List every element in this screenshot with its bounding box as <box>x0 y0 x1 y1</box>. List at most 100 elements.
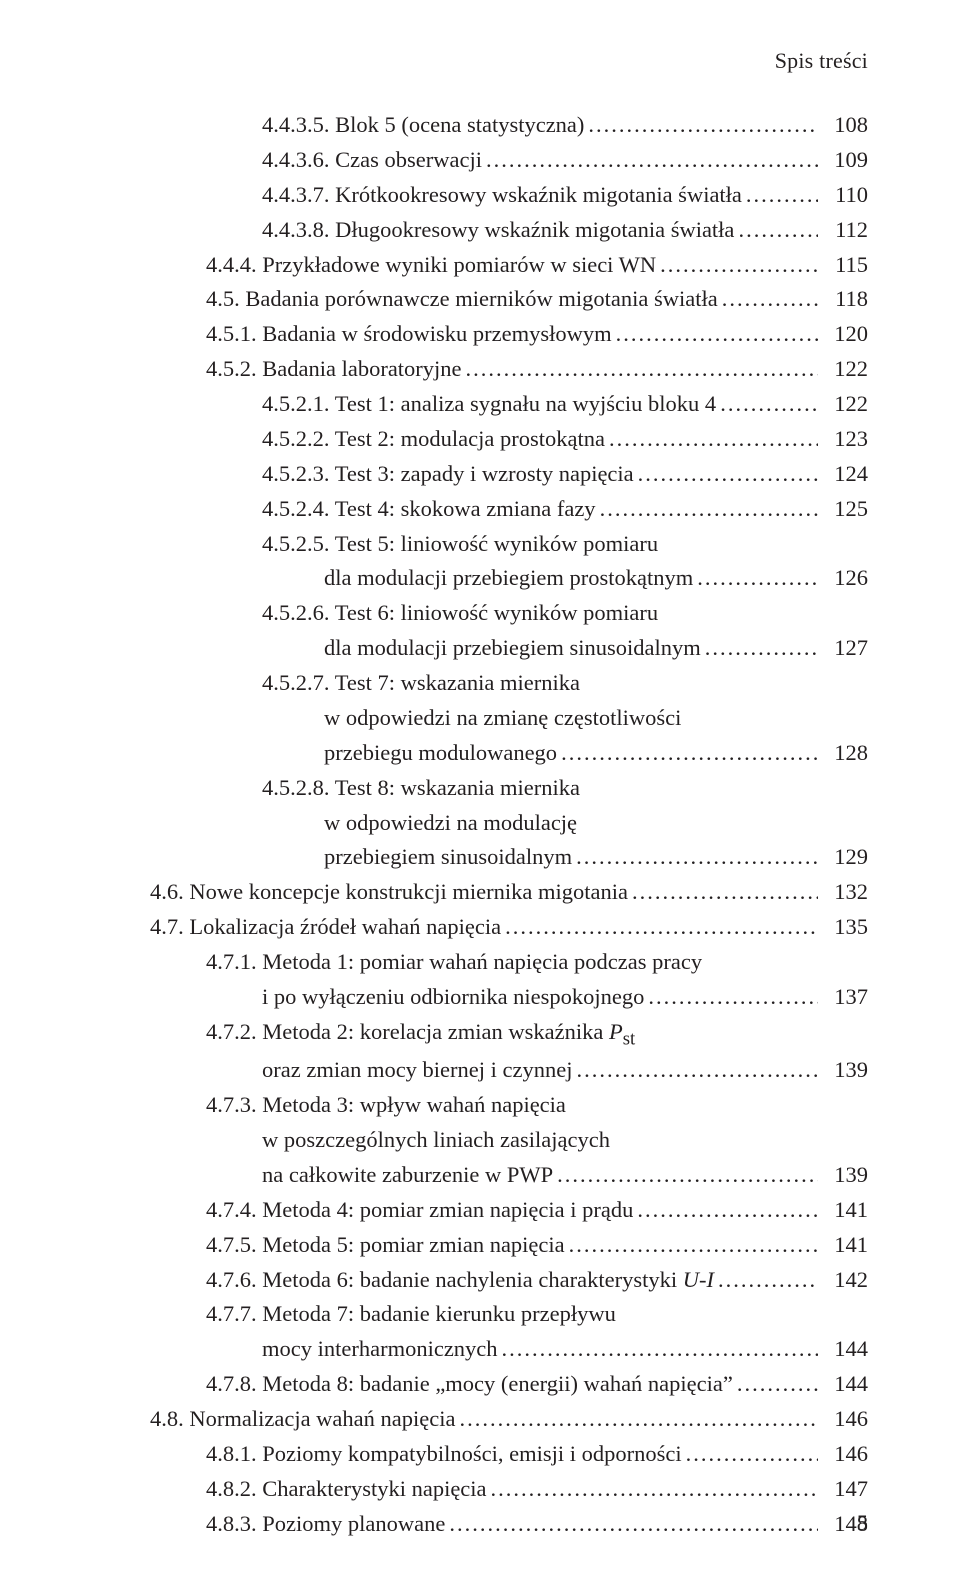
toc-page-number: 139 <box>822 1053 868 1088</box>
toc-leader-dots <box>632 875 818 910</box>
toc-entry: 4.4.3.5. Blok 5 (ocena statystyczna)108 <box>150 108 868 143</box>
toc-leader-dots <box>637 1193 818 1228</box>
toc-leader-dots <box>737 1367 818 1402</box>
toc-label: 4.8.2. Charakterystyki napięcia <box>206 1472 487 1507</box>
toc-entry-line: 4.5.2.7. Test 7: wskazania miernika <box>150 666 868 701</box>
toc-entry: 4.8.3. Poziomy planowane148 <box>150 1507 868 1542</box>
toc-entry: 4.7.6. Metoda 6: badanie nachylenia char… <box>150 1263 868 1298</box>
toc-page-number: 147 <box>822 1472 868 1507</box>
toc-page-number: 146 <box>822 1437 868 1472</box>
toc-leader-dots <box>648 980 818 1015</box>
toc-leader-dots <box>722 282 818 317</box>
page: Spis treści 4.4.3.5. Blok 5 (ocena staty… <box>0 0 960 1582</box>
toc-label: 4.5.2.4. Test 4: skokowa zmiana fazy <box>262 492 596 527</box>
toc-leader-dots <box>638 457 818 492</box>
toc-label: 4.5.2.1. Test 1: analiza sygnału na wyjś… <box>262 387 716 422</box>
toc-leader-dots <box>738 213 818 248</box>
toc-page-number: 137 <box>822 980 868 1015</box>
toc-entry-line: 4.7.7. Metoda 7: badanie kierunku przepł… <box>150 1297 868 1332</box>
toc-page-number: 132 <box>822 875 868 910</box>
toc-label: 4.5.2.2. Test 2: modulacja prostokątna <box>262 422 605 457</box>
toc-page-number: 135 <box>822 910 868 945</box>
toc-label: na całkowite zaburzenie w PWP <box>262 1158 553 1193</box>
toc-label: 4.7.6. Metoda 6: badanie nachylenia char… <box>206 1263 714 1298</box>
toc-page-number: 118 <box>822 282 868 317</box>
toc-label: dla modulacji przebiegiem sinusoidalnym <box>324 631 701 666</box>
toc-entry-line: w poszczególnych liniach zasilających <box>150 1123 868 1158</box>
toc-leader-dots <box>660 248 818 283</box>
toc-leader-dots <box>491 1472 818 1507</box>
toc-leader-dots <box>705 631 818 666</box>
toc-entry: dla modulacji przebiegiem prostokątnym12… <box>150 561 868 596</box>
toc-entry-line: 4.5.2.6. Test 6: liniowość wyników pomia… <box>150 596 868 631</box>
toc-label: 4.7.4. Metoda 4: pomiar zmian napięcia i… <box>206 1193 633 1228</box>
toc-page-number: 146 <box>822 1402 868 1437</box>
toc-page-number: 141 <box>822 1193 868 1228</box>
toc-leader-dots <box>616 317 818 352</box>
toc-entry-line: w odpowiedzi na modulację <box>150 806 868 841</box>
toc-leader-dots <box>557 1158 818 1193</box>
toc-entry: 4.7.8. Metoda 8: badanie „mocy (energii)… <box>150 1367 868 1402</box>
toc-page-number: 144 <box>822 1332 868 1367</box>
toc-leader-dots <box>746 178 818 213</box>
toc-entry: 4.5.2.1. Test 1: analiza sygnału na wyjś… <box>150 387 868 422</box>
toc-label: 4.7. Lokalizacja źródeł wahań napięcia <box>150 910 501 945</box>
table-of-contents: 4.4.3.5. Blok 5 (ocena statystyczna)108 4… <box>150 108 868 1542</box>
toc-label: 4.5. Badania porównawcze mierników migot… <box>206 282 718 317</box>
toc-entry: przebiegu modulowanego 128 <box>150 736 868 771</box>
toc-entry: na całkowite zaburzenie w PWP 139 <box>150 1158 868 1193</box>
toc-label: 4.8.3. Poziomy planowane <box>206 1507 445 1542</box>
toc-page-number: 112 <box>822 213 868 248</box>
toc-page-number: 129 <box>822 840 868 875</box>
toc-label: 4.7.8. Metoda 8: badanie „mocy (energii)… <box>206 1367 733 1402</box>
toc-page-number: 120 <box>822 317 868 352</box>
toc-leader-dots <box>561 736 818 771</box>
toc-page-number: 108 <box>822 108 868 143</box>
toc-page-number: 126 <box>822 561 868 596</box>
toc-entry: 4.7.4. Metoda 4: pomiar zmian napięcia i… <box>150 1193 868 1228</box>
toc-leader-dots <box>576 840 818 875</box>
toc-entry: 4.5. Badania porównawcze mierników migot… <box>150 282 868 317</box>
toc-entry: 4.8. Normalizacja wahań napięcia 146 <box>150 1402 868 1437</box>
toc-page-number: 125 <box>822 492 868 527</box>
toc-label: przebiegu modulowanego <box>324 736 557 771</box>
toc-label: 4.7.5. Metoda 5: pomiar zmian napięcia <box>206 1228 565 1263</box>
toc-entry: przebiegiem sinusoidalnym 129 <box>150 840 868 875</box>
toc-label: mocy interharmonicznych <box>262 1332 498 1367</box>
toc-leader-dots <box>449 1507 818 1542</box>
toc-page-number: 109 <box>822 143 868 178</box>
toc-entry: 4.7.5. Metoda 5: pomiar zmian napięcia 14… <box>150 1228 868 1263</box>
toc-page-number: 141 <box>822 1228 868 1263</box>
running-head: Spis treści <box>150 48 868 74</box>
toc-page-number: 110 <box>822 178 868 213</box>
toc-entry-line: 4.7.1. Metoda 1: pomiar wahań napięcia p… <box>150 945 868 980</box>
toc-leader-dots <box>720 387 818 422</box>
toc-entry: 4.5.2.2. Test 2: modulacja prostokątna 12… <box>150 422 868 457</box>
toc-leader-dots <box>502 1332 818 1367</box>
toc-page-number: 124 <box>822 457 868 492</box>
toc-entry-line: 4.7.2. Metoda 2: korelacja zmian wskaźni… <box>150 1015 868 1054</box>
toc-page-number: 122 <box>822 387 868 422</box>
toc-entry: 4.4.3.8. Długookresowy wskaźnik migotani… <box>150 213 868 248</box>
toc-leader-dots <box>505 910 818 945</box>
toc-label: 4.6. Nowe koncepcje konstrukcji miernika… <box>150 875 628 910</box>
toc-entry: 4.8.1. Poziomy kompatybilności, emisji i… <box>150 1437 868 1472</box>
toc-entry: 4.8.2. Charakterystyki napięcia 147 <box>150 1472 868 1507</box>
toc-label: przebiegiem sinusoidalnym <box>324 840 572 875</box>
toc-page-number: 115 <box>822 248 868 283</box>
toc-entry: 4.7. Lokalizacja źródeł wahań napięcia 13… <box>150 910 868 945</box>
toc-leader-dots <box>600 492 818 527</box>
toc-entry: 4.5.2.4. Test 4: skokowa zmiana fazy 125 <box>150 492 868 527</box>
toc-entry: 4.5.1. Badania w środowisku przemysłowym… <box>150 317 868 352</box>
toc-page-number: 128 <box>822 736 868 771</box>
toc-page-number: 123 <box>822 422 868 457</box>
toc-entry: 4.4.4. Przykładowe wyniki pomiarów w sie… <box>150 248 868 283</box>
page-number: 5 <box>857 1510 868 1536</box>
toc-page-number: 139 <box>822 1158 868 1193</box>
toc-entry: 4.4.3.7. Krótkookresowy wskaźnik migotan… <box>150 178 868 213</box>
toc-entry-line: 4.5.2.8. Test 8: wskazania miernika <box>150 771 868 806</box>
toc-label: 4.8. Normalizacja wahań napięcia <box>150 1402 455 1437</box>
toc-label: 4.4.3.7. Krótkookresowy wskaźnik migotan… <box>262 178 742 213</box>
toc-leader-dots <box>486 143 818 178</box>
toc-entry-line: 4.5.2.5. Test 5: liniowość wyników pomia… <box>150 527 868 562</box>
